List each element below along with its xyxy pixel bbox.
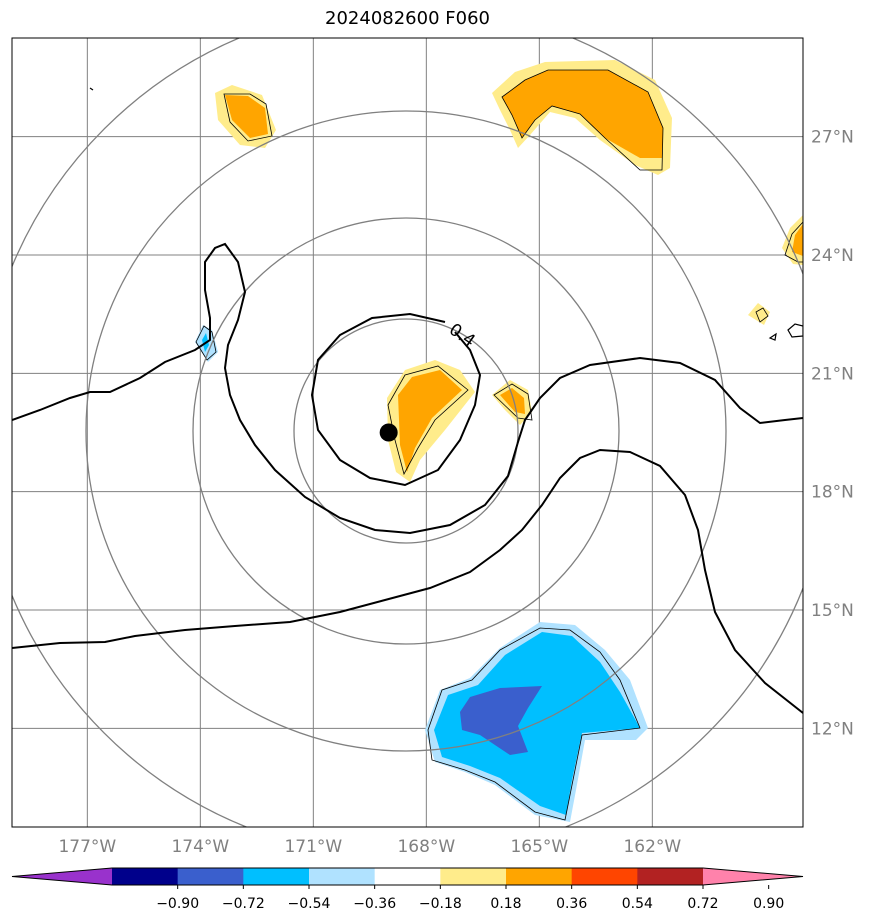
range-ring: [85, 110, 727, 752]
coastline-islands: [89, 87, 803, 341]
island: [787, 323, 803, 338]
longitude-tick-label: 168°W: [397, 837, 455, 857]
colorbar-tick-label: 0.72: [687, 896, 718, 912]
storm-center-marker: [379, 423, 398, 442]
contour-outer-trough: [12, 242, 803, 535]
longitude-tick-labels: 177°W 174°W 171°W 168°W 165°W 162°W: [58, 837, 681, 857]
latitude-tick-label: 24°N: [811, 246, 854, 266]
colorbar-segment: [177, 868, 244, 885]
contour-line: [387, 365, 469, 476]
anomaly-fill-orange: [225, 95, 268, 138]
colorbar-tick-label: −0.90: [156, 896, 199, 912]
anomaly-fill-light-yellow: [748, 303, 770, 325]
range-ring: [192, 217, 620, 645]
range-rings: [12, 38, 803, 827]
map-title: 2024082600 F060: [325, 8, 490, 29]
colorbar-segment: [506, 868, 573, 885]
colorbar-tick-label: −0.72: [222, 896, 265, 912]
map-border: [11, 37, 804, 828]
colorbar-tick-label: −0.54: [288, 896, 331, 912]
colorbar-extend-min: [12, 868, 112, 885]
gridlines: [12, 38, 803, 827]
colorbar-tick-label: 0.54: [622, 896, 653, 912]
contour-line: [755, 307, 769, 323]
colorbar-segment: [243, 868, 310, 885]
longitude-tick-label: 171°W: [284, 837, 342, 857]
island: [89, 87, 94, 91]
colorbar-outline: [11, 867, 804, 886]
anomaly-fill-orange: [500, 388, 525, 414]
latitude-tick-labels: 27°N 24°N 21°N 18°N 15°N 12°N: [811, 128, 854, 740]
latitude-tick-label: 12°N: [811, 719, 854, 739]
colorbar-tick-label: 0.36: [556, 896, 587, 912]
latitude-tick-label: 21°N: [811, 364, 854, 384]
colorbar-segment: [571, 868, 638, 885]
contour-line: [501, 69, 664, 171]
anomaly-fill-orange: [502, 70, 663, 158]
thick-contours: [12, 242, 803, 714]
colorbar: −0.90 −0.72 −0.54 −0.36 −0.18 0.18 0.36 0.54 0.7…: [11, 867, 804, 912]
colorbar-tick-label: 0.90: [753, 896, 784, 912]
colorbar-segment: [309, 868, 376, 885]
contour-line: [427, 627, 641, 821]
colorbar-tick-label: 0.18: [490, 896, 521, 912]
latitude-tick-label: 15°N: [811, 601, 854, 621]
colorbar-tick-label: −0.18: [419, 896, 462, 912]
colorbar-segment: [637, 868, 704, 885]
contour-line: [223, 93, 273, 142]
anomaly-fill-orange: [398, 370, 462, 472]
colorbar-tick-label: −0.36: [353, 896, 396, 912]
anomaly-fill-orange: [792, 224, 803, 256]
island: [768, 332, 777, 341]
contour-line: [784, 221, 803, 263]
anomaly-fill-royal-blue: [460, 686, 542, 755]
longitude-tick-label: 174°W: [171, 837, 229, 857]
contour-southern: [12, 448, 803, 714]
positive-anomaly-regions: [215, 60, 803, 482]
longitude-tick-label: 165°W: [510, 837, 568, 857]
colorbar-extend-max: [703, 868, 803, 885]
range-ring: [293, 318, 519, 544]
colorbar-segment: [440, 868, 507, 885]
colorbar-segment: [374, 868, 441, 885]
latitude-tick-label: 27°N: [811, 128, 854, 148]
longitude-tick-label: 177°W: [58, 837, 116, 857]
longitude-tick-label: 162°W: [623, 837, 681, 857]
latitude-tick-label: 18°N: [811, 483, 854, 503]
colorbar-segment: [112, 868, 179, 885]
contour-closed-0.4: [310, 312, 482, 487]
contour-line: [195, 325, 217, 361]
